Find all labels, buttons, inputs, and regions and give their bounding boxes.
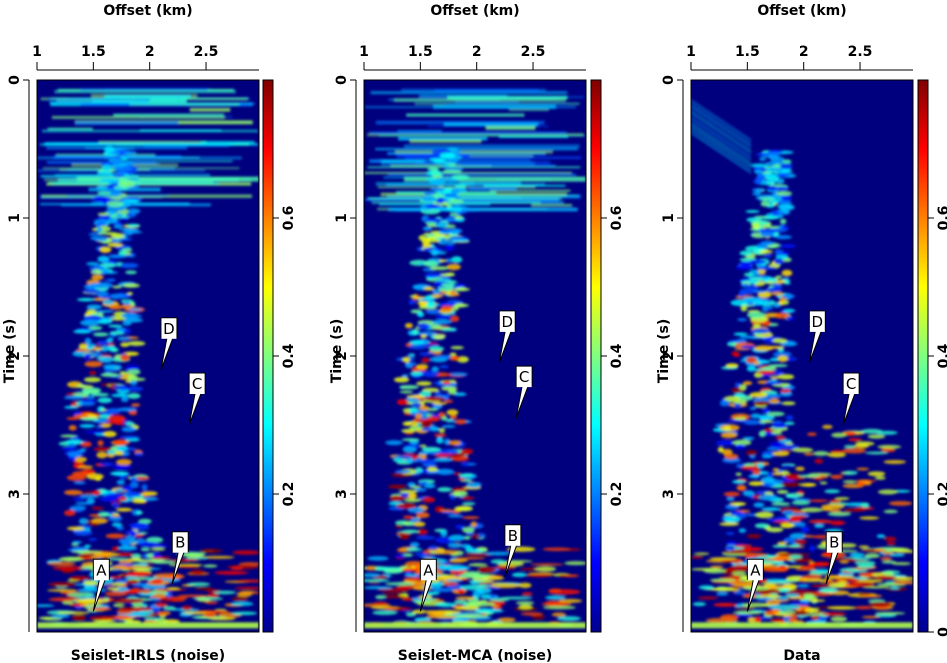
panel-caption: Seislet-IRLS (noise) <box>71 648 225 663</box>
colorbar-tick-label: 0.6 <box>609 206 625 231</box>
colorbar <box>590 79 602 633</box>
annotation-label: C <box>519 368 529 386</box>
y-axis-title: Time (s) <box>2 319 18 383</box>
annotation-a: A <box>92 558 110 612</box>
heatmap-texture <box>37 88 259 629</box>
x-tick-label: 2 <box>472 44 482 60</box>
annotation-d: D <box>808 310 826 364</box>
annotation-label: A <box>750 561 761 579</box>
annotation-label: D <box>812 313 824 331</box>
colorbar-tick-label: 0.2 <box>936 482 947 507</box>
y-tick-label: 0 <box>334 75 350 85</box>
x-tick-label: 2 <box>145 44 155 60</box>
colorbar-tick-label: 0.6 <box>281 206 297 231</box>
y-tick-label: 2 <box>334 351 350 361</box>
x-tick-label: 2.5 <box>194 44 219 60</box>
annotation-c: C <box>188 372 206 426</box>
y-tick-label: 0 <box>661 75 677 85</box>
y-tick-label: 3 <box>334 489 350 499</box>
annotation-label: C <box>192 375 202 393</box>
x-tick-label: 1 <box>359 44 369 60</box>
y-tick-label: 3 <box>7 489 23 499</box>
annotation-b: B <box>825 531 843 584</box>
annotation-b: B <box>504 524 522 577</box>
annotation-label: D <box>501 313 513 331</box>
panel-caption: Seislet-MCA (noise) <box>398 648 552 663</box>
x-tick-label: 1.5 <box>81 44 106 60</box>
y-tick-label: 2 <box>661 351 677 361</box>
annotation-d: D <box>498 310 516 364</box>
annotation-a: A <box>419 558 437 612</box>
annotation-label: C <box>846 375 856 393</box>
annotation-label: B <box>175 534 185 552</box>
y-axis-title: Time (s) <box>329 319 345 383</box>
plot-frame <box>690 79 914 633</box>
y-axis-title: Time (s) <box>656 319 672 383</box>
x-tick-label: 2 <box>799 44 809 60</box>
annotation-d: D <box>160 317 178 370</box>
x-axis-title: Offset (km) <box>103 3 192 19</box>
x-axis-title: Offset (km) <box>757 3 846 19</box>
colorbar <box>917 79 929 633</box>
annotation-label: A <box>96 561 107 579</box>
annotation-c: C <box>842 372 860 426</box>
annotation-c: C <box>515 365 533 419</box>
heatmap-texture <box>364 88 586 629</box>
y-tick-label: 0 <box>7 75 23 85</box>
x-tick-label: 1 <box>686 44 696 60</box>
annotation-label: B <box>508 527 518 545</box>
annotation-label: D <box>163 320 175 338</box>
panel-caption: Data <box>783 648 820 663</box>
y-tick-label: 1 <box>334 213 350 223</box>
annotation-a: A <box>746 558 764 612</box>
x-tick-label: 2.5 <box>848 44 873 60</box>
colorbar-tick-label: 0.2 <box>281 482 297 507</box>
panel-3: Offset (km) 1 1.5 2 2.5 0 1 2 3 Time (s) Data 0 0.2 0… <box>656 3 947 663</box>
plot-frame <box>36 79 260 633</box>
x-tick-label: 2.5 <box>521 44 546 60</box>
colorbar-tick-label: 0.2 <box>609 482 625 507</box>
x-axis-title: Offset (km) <box>430 3 519 19</box>
colorbar-tick-label: 0.4 <box>281 343 297 368</box>
panel-2: Offset (km) 1 1.5 2 2.5 0 1 2 3 Time (s) Seislet-M… <box>329 3 625 663</box>
annotation-label: A <box>423 561 434 579</box>
colorbar-tick-label: 0 <box>936 627 947 637</box>
colorbar-tick-label: 0.6 <box>936 206 947 231</box>
colorbar-tick-label: 0.4 <box>936 343 947 368</box>
x-tick-label: 1 <box>32 44 42 60</box>
y-tick-label: 1 <box>7 213 23 223</box>
colorbar <box>262 79 274 633</box>
y-tick-label: 2 <box>7 351 23 361</box>
annotation-b: B <box>171 531 189 584</box>
annotation-label: B <box>829 534 839 552</box>
plot-frame <box>363 79 587 633</box>
y-tick-label: 1 <box>661 213 677 223</box>
x-tick-label: 1.5 <box>735 44 760 60</box>
y-tick-label: 3 <box>661 489 677 499</box>
panel-1: Offset (km) 1 1.5 2 2.5 0 1 2 3 Time (s) Seislet-I… <box>2 3 297 663</box>
x-tick-label: 1.5 <box>408 44 433 60</box>
colorbar-tick-label: 0.4 <box>609 343 625 368</box>
heatmap-texture <box>691 99 913 629</box>
